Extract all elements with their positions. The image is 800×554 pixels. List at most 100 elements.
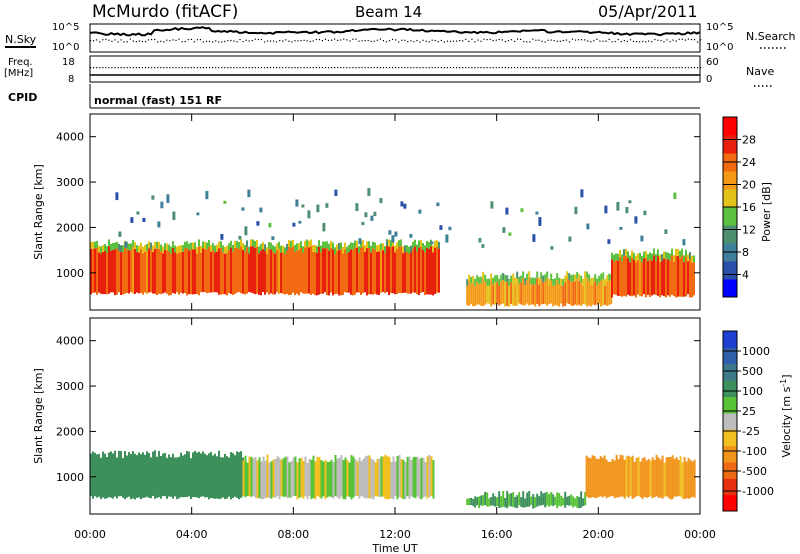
nsearch-dot bbox=[605, 40, 607, 42]
nave-dot bbox=[636, 67, 638, 69]
echo-strip bbox=[522, 278, 525, 306]
echo-fringe bbox=[208, 240, 210, 247]
nave-dot bbox=[315, 67, 317, 69]
nave-dot bbox=[331, 67, 333, 69]
echo-strip bbox=[232, 453, 234, 498]
echo-fringe bbox=[316, 246, 318, 253]
nave-dot bbox=[202, 67, 204, 69]
power-cbar-swatch bbox=[723, 261, 737, 280]
echo-fringe bbox=[643, 251, 645, 259]
echo-strip bbox=[134, 453, 136, 500]
nave-dot bbox=[620, 67, 622, 69]
echo-strip bbox=[420, 247, 422, 293]
echo-strip bbox=[222, 252, 224, 295]
nsearch-dot bbox=[196, 39, 198, 41]
nsearch-dot bbox=[687, 38, 689, 40]
echo-strip bbox=[376, 252, 378, 295]
nsearch-dot bbox=[498, 38, 500, 41]
echo-strip bbox=[140, 454, 142, 500]
echo-fringe bbox=[514, 277, 517, 285]
echo-strip bbox=[568, 279, 571, 304]
echo-strip bbox=[416, 251, 418, 295]
echo-fringe bbox=[216, 244, 218, 252]
velocity-label-suffix: ] bbox=[780, 374, 793, 378]
xtick-label: 16:00 bbox=[481, 528, 513, 541]
nave-dot bbox=[126, 67, 128, 69]
nave-dot bbox=[157, 67, 159, 69]
nave-dot bbox=[382, 67, 384, 69]
vel-cbar-swatch bbox=[723, 396, 737, 414]
echo-strip bbox=[659, 261, 661, 298]
vel-cbar-tick-label: -100 bbox=[742, 445, 767, 458]
echo-strip bbox=[655, 260, 657, 295]
echo-strip bbox=[238, 452, 240, 500]
nave-dot bbox=[495, 67, 497, 69]
echo-strip bbox=[506, 282, 509, 307]
echo-strip bbox=[430, 241, 434, 245]
ytick-label: 4000 bbox=[56, 131, 84, 144]
echo-strip bbox=[486, 285, 489, 304]
nsearch-dot bbox=[446, 40, 448, 42]
nsearch-dot bbox=[163, 41, 165, 43]
echo-fringe bbox=[558, 277, 561, 285]
echo-strip bbox=[430, 246, 432, 295]
nsearch-dot bbox=[654, 38, 656, 41]
nave-dot bbox=[154, 67, 156, 69]
echo-strip bbox=[366, 248, 368, 296]
echo-fringe bbox=[424, 245, 426, 253]
nsearch-dot bbox=[99, 41, 101, 43]
nave-dot bbox=[468, 67, 470, 69]
echo-strip bbox=[306, 462, 309, 500]
echo-strip bbox=[210, 251, 212, 293]
echo-strip bbox=[615, 454, 618, 498]
nave-dot bbox=[309, 67, 311, 69]
echo-strip bbox=[649, 259, 651, 297]
echo-strip bbox=[586, 223, 590, 230]
echo-fringe bbox=[396, 242, 398, 250]
echo-strip bbox=[300, 457, 303, 498]
echo-fringe bbox=[290, 240, 292, 248]
nsearch-dot bbox=[483, 38, 485, 40]
echo-strip bbox=[394, 231, 398, 237]
echo-strip bbox=[196, 452, 198, 498]
nsearch-dot bbox=[208, 40, 211, 43]
echo-strip bbox=[627, 258, 629, 295]
echo-fringe bbox=[162, 246, 164, 254]
echo-strip bbox=[518, 492, 521, 506]
echo-strip bbox=[350, 455, 353, 500]
nave-dot bbox=[257, 67, 259, 69]
nsearch-dot bbox=[285, 39, 287, 41]
echo-strip bbox=[502, 491, 505, 507]
echo-fringe bbox=[657, 249, 659, 257]
echo-fringe bbox=[356, 240, 358, 248]
echo-fringe bbox=[112, 243, 114, 250]
echo-strip bbox=[272, 251, 274, 295]
echo-fringe bbox=[94, 241, 96, 249]
vel-cbar-swatch bbox=[723, 461, 737, 479]
echo-strip bbox=[689, 258, 691, 298]
echo-fringe bbox=[474, 278, 477, 286]
echo-strip bbox=[288, 462, 291, 498]
nave-dot bbox=[654, 67, 656, 69]
echo-strip bbox=[240, 246, 242, 294]
nsearch-dot bbox=[120, 39, 122, 41]
nsearch-dot bbox=[147, 39, 150, 41]
echo-strip bbox=[436, 247, 438, 293]
echo-strip bbox=[326, 248, 328, 296]
nsearch-dot bbox=[629, 39, 632, 41]
nave-dot bbox=[123, 67, 125, 69]
echo-fringe bbox=[669, 253, 671, 261]
nsearch-dot bbox=[224, 40, 226, 42]
echo-strip bbox=[230, 247, 232, 294]
echo-strip bbox=[316, 204, 320, 213]
echo-fringe bbox=[206, 242, 208, 250]
echo-strip bbox=[422, 457, 425, 498]
nsearch-dot bbox=[632, 40, 635, 42]
nsearch-dot bbox=[681, 38, 683, 40]
nsearch-dot bbox=[385, 41, 387, 43]
echo-strip bbox=[657, 256, 659, 296]
echo-strip bbox=[625, 456, 628, 497]
echo-strip bbox=[252, 458, 255, 496]
nave-dot bbox=[96, 67, 98, 69]
echo-strip bbox=[394, 252, 396, 295]
